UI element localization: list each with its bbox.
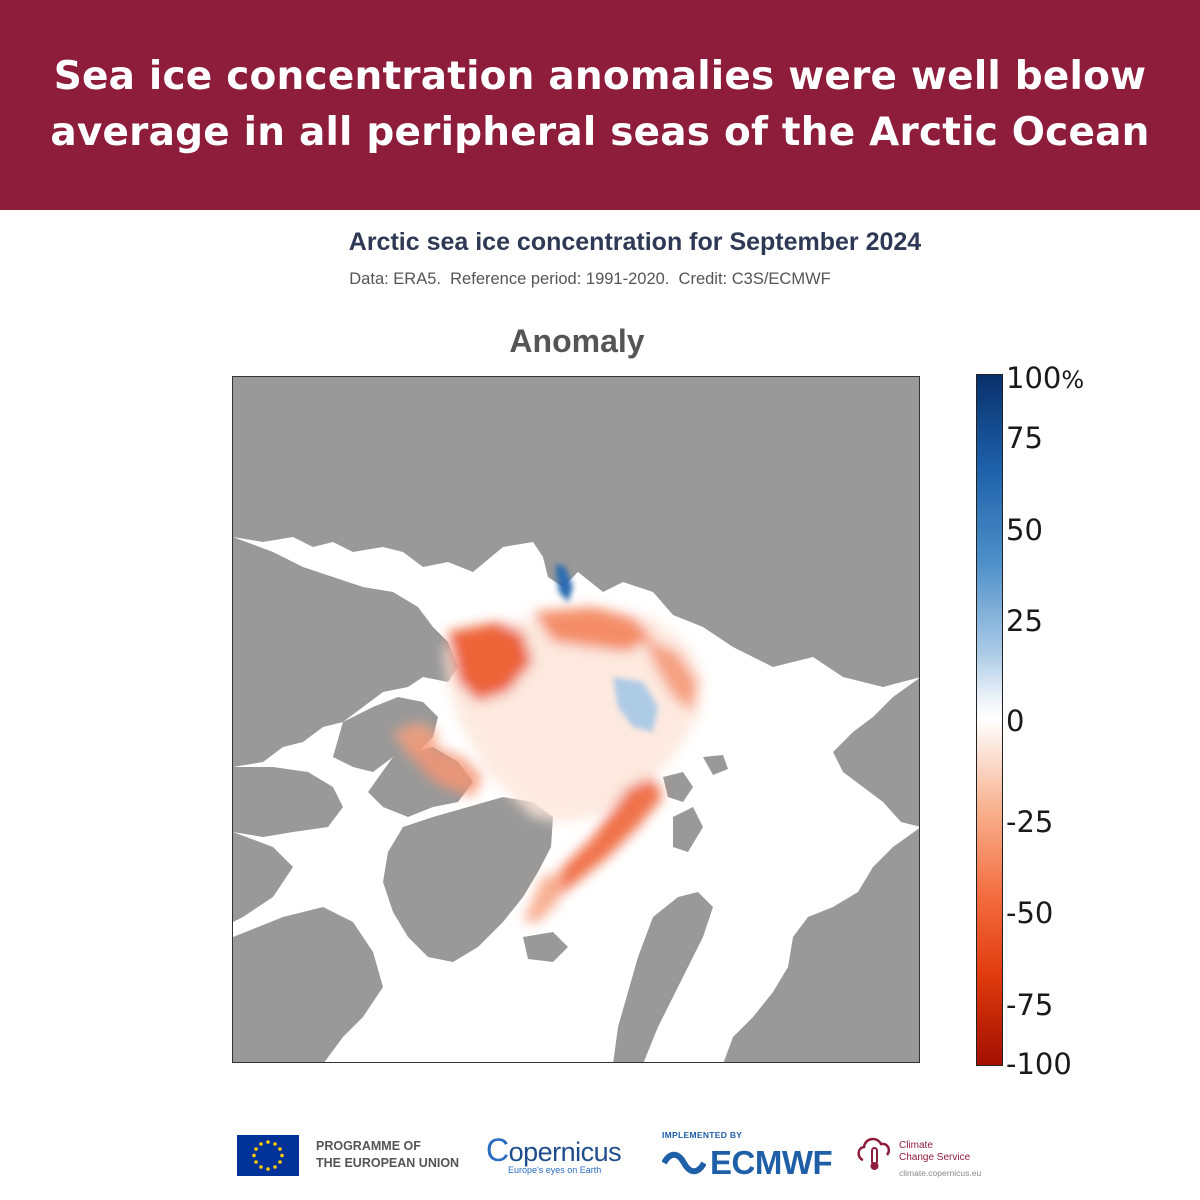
headline-banner: Sea ice concentration anomalies were wel… [0, 0, 1200, 210]
colorbar-tick-75: 75 [1006, 421, 1043, 455]
colorbar-tick-minus-100: -100 [1006, 1047, 1072, 1081]
eu-programme-text: PROGRAMME OF THE EUROPEAN UNION [316, 1139, 460, 1170]
eu-flag-logo [237, 1135, 299, 1176]
arctic-anomaly-map [232, 376, 920, 1063]
headline-line-2: average in all peripheral seas of the Ar… [50, 110, 1150, 155]
anomaly-field [393, 564, 703, 922]
land-iceland [523, 932, 568, 962]
colorbar-tick-minus-25: -25 [1006, 805, 1054, 839]
footer-logos: PROGRAMME OF THE EUROPEAN UNION Copernic… [0, 1120, 1200, 1190]
anomaly-barents [543, 777, 663, 897]
land-victoria-island [233, 767, 343, 837]
anomaly-fram-strait [523, 872, 563, 922]
colorbar-tick-25: 25 [1006, 604, 1043, 638]
anomaly-beaufort [448, 622, 533, 702]
land-masses [233, 377, 919, 1062]
copernicus-c-icon: C [486, 1132, 509, 1168]
land-alaska-canada [233, 537, 458, 767]
copernicus-logo: Copernicus Europe's eyes on Earth [486, 1132, 622, 1175]
land-greenland [383, 797, 553, 962]
land-siberia-alaska [233, 377, 919, 687]
map-subtitle: Data: ERA5. Reference period: 1991-2020.… [349, 270, 831, 288]
colorbar-tick-minus-50: -50 [1006, 896, 1054, 930]
map-canvas [233, 377, 919, 1062]
colorbar-unit: % [1061, 366, 1085, 394]
headline-line-1: Sea ice concentration anomalies were wel… [53, 54, 1147, 99]
land-svalbard [663, 772, 693, 802]
land-south-canada [233, 907, 383, 1062]
c3s-url: climate.copernicus.eu [899, 1168, 982, 1178]
land-russia-east [833, 678, 919, 827]
colorbar-tick-0: 0 [1006, 704, 1025, 738]
c3s-name: Climate Change Service [899, 1140, 971, 1163]
land-russia-europe [723, 828, 919, 1062]
land-franz-josef [703, 755, 728, 775]
map-title: Arctic sea ice concentration for Septemb… [348, 228, 922, 256]
ecmwf-logo: IMPLEMENTED BY ECMWF [662, 1130, 833, 1181]
colorbar-tick-100: 100% [1006, 361, 1085, 395]
land-scandinavia [613, 892, 713, 1062]
colorbar-tick-50: 50 [1006, 513, 1043, 547]
colorbar [976, 374, 1003, 1066]
land-novaya-zemlya [673, 807, 703, 852]
panel-title: Anomaly [509, 323, 645, 359]
thermometer-cloud-icon [857, 1137, 890, 1170]
ecmwf-waves-icon [662, 1151, 706, 1175]
anomaly-east-siberian [533, 607, 653, 652]
c3s-logo: Climate Change Service climate.copernicus… [855, 1130, 981, 1178]
colorbar-tick-minus-75: -75 [1006, 988, 1054, 1022]
anomaly-positive-central [613, 677, 658, 732]
anomaly-laptev [643, 637, 698, 712]
anomaly-positive-chukchi [555, 564, 573, 602]
land-canada-mainland [233, 832, 293, 922]
anomaly-canadian-channels [408, 737, 483, 797]
